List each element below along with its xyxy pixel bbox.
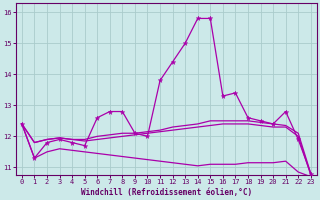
X-axis label: Windchill (Refroidissement éolien,°C): Windchill (Refroidissement éolien,°C) xyxy=(81,188,252,197)
